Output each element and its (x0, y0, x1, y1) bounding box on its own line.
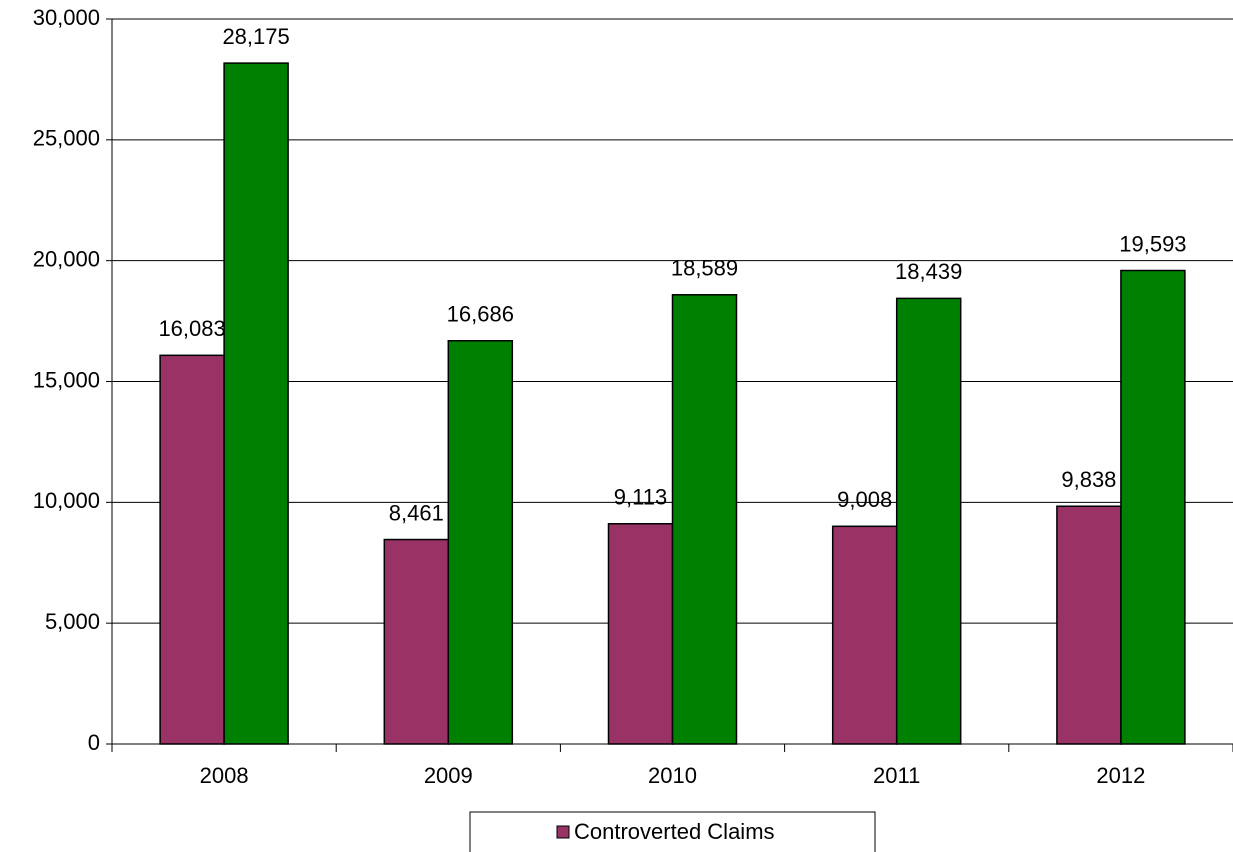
bar (383, 538, 450, 745)
bar (447, 340, 514, 745)
y-tick-label: 25,000 (33, 126, 100, 151)
bar (607, 523, 674, 745)
bar (831, 525, 898, 745)
x-tick-label: 2010 (648, 763, 697, 788)
x-tick-label: 2009 (424, 763, 473, 788)
data-label: 18,439 (895, 259, 962, 284)
data-label: 9,008 (837, 487, 892, 512)
y-tick-label: 10,000 (33, 488, 100, 513)
legend-box (469, 811, 876, 852)
y-tick-label: 5,000 (45, 609, 100, 634)
bar (223, 62, 289, 745)
data-label: 9,113 (614, 485, 667, 510)
data-label: 16,083 (158, 316, 225, 341)
x-tick-label: 2011 (873, 763, 920, 788)
data-label: 9,838 (1061, 467, 1116, 492)
data-label: 8,461 (389, 500, 444, 525)
data-label: 19,593 (1119, 231, 1186, 256)
legend-label: Controverted Claims (574, 819, 775, 844)
data-label: 28,175 (222, 24, 289, 49)
data-label: 18,589 (671, 256, 738, 281)
y-tick-label: 20,000 (33, 246, 100, 271)
y-tick-label: 0 (88, 730, 100, 755)
bar (1120, 269, 1186, 745)
y-tick-label: 30,000 (33, 5, 100, 30)
bar (159, 354, 225, 745)
x-tick-label: 2012 (1096, 763, 1145, 788)
x-tick-label: 2008 (200, 763, 249, 788)
bar (1056, 505, 1122, 745)
bar (895, 297, 962, 745)
legend-swatch (556, 825, 570, 839)
data-label: 16,686 (447, 302, 514, 327)
bar (671, 294, 738, 745)
y-tick-label: 15,000 (33, 367, 100, 392)
